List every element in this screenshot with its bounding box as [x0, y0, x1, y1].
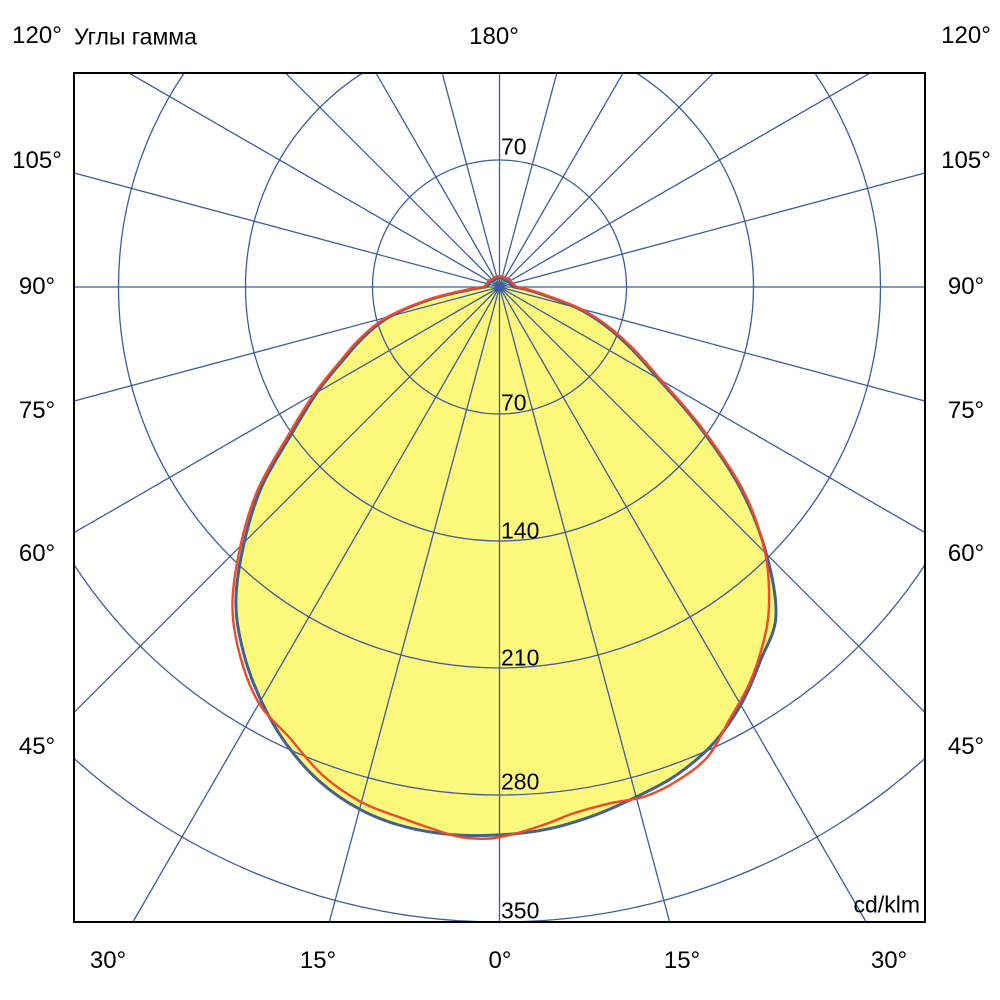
- grid-ray-315: [74, 286, 500, 714]
- grid-ray-285: [74, 286, 500, 402]
- grid-ray-240: [127, 73, 500, 288]
- grid-ray-30: [498, 286, 867, 922]
- intensity-fill: [235, 277, 777, 836]
- grid-ray-15: [498, 286, 671, 922]
- left-angle-label-105: 105°: [12, 147, 62, 174]
- grid-ray-150: [498, 73, 624, 288]
- radial-label-280: 280: [501, 768, 540, 795]
- grid-ray-345: [328, 286, 501, 922]
- right-angle-label-120: 120°: [941, 22, 991, 49]
- right-angle-label-45: 45°: [947, 733, 985, 760]
- grid-ray-210: [375, 73, 501, 288]
- top-angle-label-180: 180°: [469, 23, 519, 50]
- radial-label-70: 70: [501, 389, 527, 416]
- right-angle-label-105: 105°: [941, 147, 991, 174]
- radial-label-70-top: 70: [501, 133, 527, 160]
- bottom-angle-label-15L: 15°: [299, 947, 337, 974]
- grid-ray-60: [499, 286, 925, 534]
- chart-title: Углы гамма: [74, 23, 197, 50]
- bottom-angle-label-30L: 30°: [89, 947, 127, 974]
- grid-ray-195: [441, 73, 501, 288]
- left-angle-label-45: 45°: [18, 733, 56, 760]
- grid-ray-45: [499, 286, 925, 714]
- grid-ray-225: [284, 73, 500, 288]
- grid-ray-75: [499, 286, 925, 402]
- right-angle-label-60: 60°: [947, 540, 985, 567]
- bottom-angle-label-0: 0°: [488, 947, 512, 974]
- bottom-angle-label-30R: 30°: [870, 947, 908, 974]
- radial-label-210: 210: [501, 644, 540, 671]
- plot-frame: [73, 72, 926, 923]
- grid-ray-105: [499, 172, 925, 288]
- bottom-angle-label-15R: 15°: [663, 947, 701, 974]
- grid-ray-255: [74, 172, 500, 288]
- right-angle-label-90: 90°: [947, 273, 985, 300]
- right-angle-label-75: 75°: [947, 397, 985, 424]
- left-angle-label-75: 75°: [18, 397, 56, 424]
- grid-ray-135: [499, 73, 715, 288]
- radial-label-350: 350: [501, 897, 540, 924]
- unit-label: cd/klm: [853, 891, 920, 918]
- radial-label-140: 140: [501, 517, 540, 544]
- grid-ray-330: [132, 286, 501, 922]
- left-angle-label-120: 120°: [12, 22, 62, 49]
- left-angle-label-90: 90°: [18, 273, 56, 300]
- curve-c90-c270: [231, 274, 771, 841]
- grid-ray-120: [499, 73, 872, 288]
- grid-ray-165: [498, 73, 558, 288]
- left-angle-label-60: 60°: [18, 540, 56, 567]
